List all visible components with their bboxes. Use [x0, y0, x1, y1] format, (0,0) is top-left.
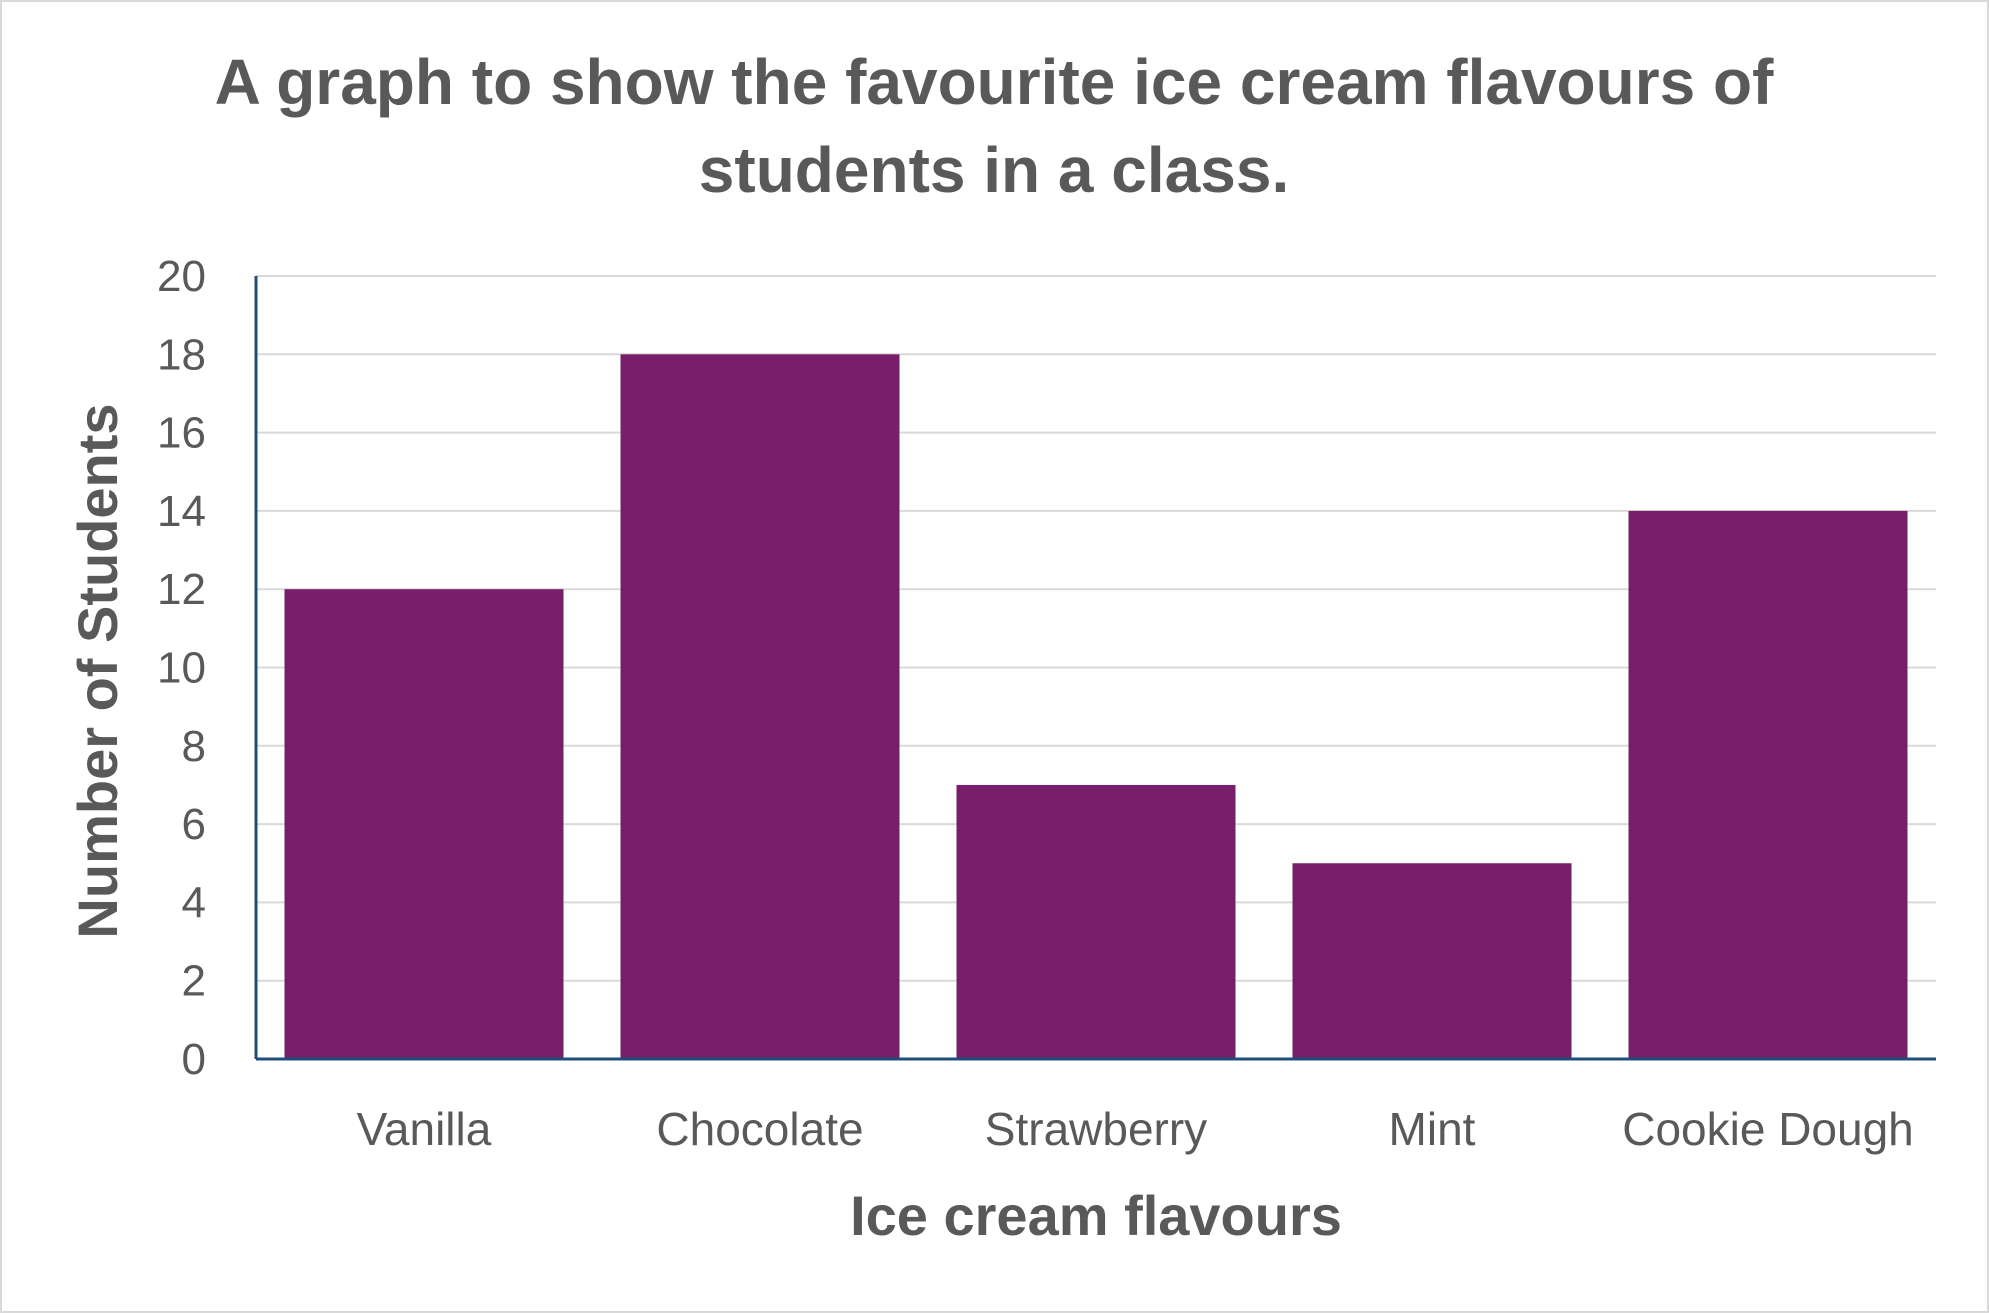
x-category-labels: Vanilla Chocolate Strawberry Mint Cookie Dou… [357, 1103, 1914, 1155]
x-tick-label: Cookie Dough [1622, 1103, 1914, 1155]
y-tick-label: 10 [157, 644, 206, 693]
y-tick-label: 20 [157, 252, 206, 301]
y-tick-label: 6 [182, 800, 206, 849]
bar-strawberry [956, 784, 1236, 1059]
bar-chocolate [620, 354, 900, 1059]
bar-vanilla [284, 589, 564, 1059]
x-axis-title: Ice cream flavours [850, 1184, 1342, 1247]
axes [254, 276, 1936, 1061]
y-tick-label: 4 [182, 878, 206, 927]
y-tick-labels: 0 2 4 6 8 10 12 14 16 18 20 [157, 252, 206, 1084]
bar-cookie-dough [1628, 510, 1908, 1059]
x-tick-label: Strawberry [985, 1103, 1207, 1155]
x-tick-label: Mint [1389, 1103, 1476, 1155]
y-tick-label: 0 [182, 1035, 206, 1084]
bar-mint [1292, 863, 1572, 1059]
chart-title-line-1: A graph to show the favourite ice cream … [215, 46, 1775, 118]
bars [284, 354, 1908, 1059]
y-axis-title: Number of Students [66, 403, 129, 938]
y-tick-label: 12 [157, 565, 206, 614]
chart-title-line-2: students in a class. [699, 134, 1289, 206]
y-tick-label: 2 [182, 957, 206, 1006]
x-tick-label: Chocolate [656, 1103, 863, 1155]
y-tick-label: 8 [182, 722, 206, 771]
y-tick-label: 14 [157, 487, 206, 536]
x-tick-label: Vanilla [357, 1103, 492, 1155]
y-tick-label: 16 [157, 409, 206, 458]
y-tick-label: 18 [157, 330, 206, 379]
